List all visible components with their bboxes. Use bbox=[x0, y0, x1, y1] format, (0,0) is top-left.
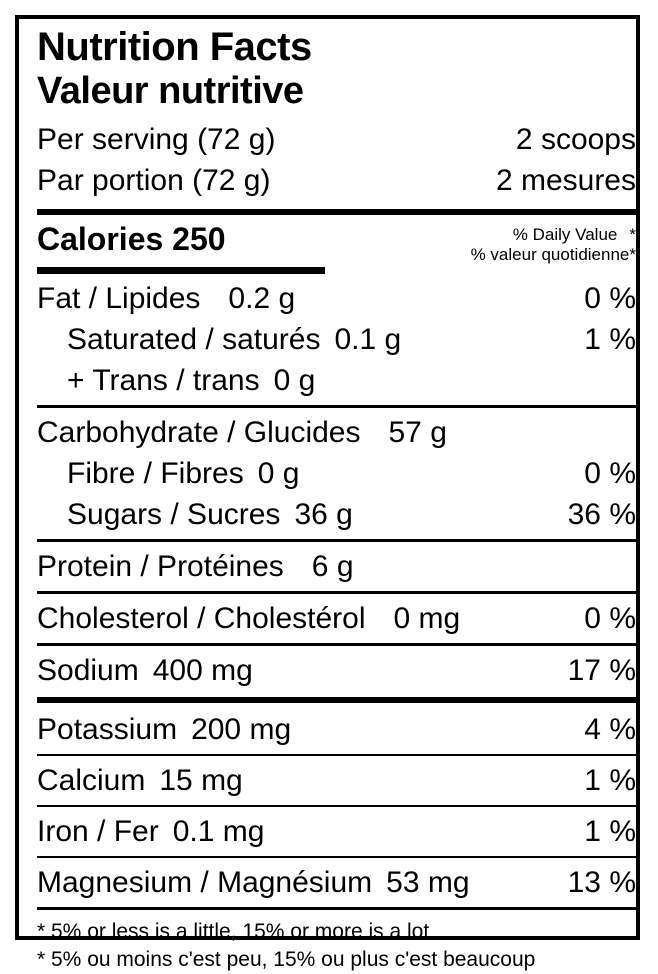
title-english: Nutrition Facts bbox=[37, 25, 312, 69]
daily-value-english-text: % Daily Value bbox=[512, 225, 618, 244]
nutrient-row-saturated: Saturated / saturés 0.1 g 1 % bbox=[37, 319, 636, 360]
nutrient-label-carbohydrate: Carbohydrate / Glucides bbox=[37, 416, 361, 449]
nutrient-label-fat: Fat / Lipides bbox=[37, 282, 201, 315]
nutrient-dv-potassium: 4 % bbox=[584, 713, 636, 746]
nutrient-amount-cholesterol: 0 mg bbox=[393, 602, 461, 635]
serving-value-english: 2 scoops bbox=[515, 123, 636, 156]
nutrient-label-iron: Iron / Fer bbox=[37, 815, 159, 848]
nutrient-dv-fat: 0 % bbox=[584, 282, 636, 315]
nutrient-amount-fibre: 0 g bbox=[257, 457, 300, 490]
divider-above-footnotes bbox=[37, 907, 636, 910]
daily-value-header: % Daily Value * % valeur quotidienne* bbox=[471, 219, 636, 265]
nutrient-dv-calcium: 1 % bbox=[584, 764, 636, 797]
divider-above-calories bbox=[37, 209, 636, 215]
nutrient-name-trans: + Trans / trans 0 g bbox=[67, 360, 315, 401]
nutrient-amount-iron: 0.1 mg bbox=[172, 815, 265, 848]
nutrient-label-protein: Protein / Protéines bbox=[37, 550, 284, 583]
serving-row-french: Par portion (72 g) 2 mesures bbox=[37, 160, 636, 201]
nutrient-amount-carbohydrate: 57 g bbox=[388, 416, 447, 449]
nutrient-name-carbohydrate: Carbohydrate / Glucides 57 g bbox=[37, 412, 447, 453]
nutrient-amount-sugars: 36 g bbox=[294, 498, 353, 531]
nutrient-dv-iron: 1 % bbox=[584, 815, 636, 848]
divider-minerals-section bbox=[37, 697, 636, 703]
nutrient-amount-saturated: 0.1 g bbox=[334, 323, 402, 356]
nutrient-label-trans: + Trans / trans bbox=[67, 364, 260, 397]
nutrient-dv-cholesterol: 0 % bbox=[584, 602, 636, 635]
nutrient-row-potassium: Potassium 200 mg 4 % bbox=[37, 709, 636, 750]
calories-band: Calories 250 % Daily Value * % valeur quo… bbox=[37, 219, 636, 265]
daily-value-french-line: % valeur quotidienne* bbox=[471, 245, 636, 265]
nutrient-label-magnesium: Magnesium / Magnésium bbox=[37, 866, 373, 899]
nutrient-name-sodium: Sodium 400 mg bbox=[37, 650, 253, 691]
nutrient-name-saturated: Saturated / saturés 0.1 g bbox=[67, 319, 401, 360]
title-french: Valeur nutritive bbox=[37, 70, 304, 112]
serving-label-french: Par portion (72 g) bbox=[37, 164, 271, 197]
divider-iron-magnesium bbox=[37, 856, 636, 858]
nutrient-label-sodium: Sodium bbox=[37, 654, 139, 687]
nutrient-amount-trans: 0 g bbox=[273, 364, 316, 397]
nutrient-row-trans: + Trans / trans 0 g bbox=[37, 360, 636, 401]
label-inner: Nutrition Facts Valeur nutritive Per ser… bbox=[37, 25, 636, 971]
nutrient-label-cholesterol: Cholesterol / Cholestérol bbox=[37, 602, 366, 635]
nutrient-row-sugars: Sugars / Sucres 36 g 36 % bbox=[37, 494, 636, 535]
nutrient-amount-protein: 6 g bbox=[311, 550, 354, 583]
nutrient-row-protein: Protein / Protéines 6 g bbox=[37, 546, 636, 587]
serving-value-french: 2 mesures bbox=[495, 164, 636, 197]
divider-protein-cholesterol bbox=[37, 591, 636, 594]
nutrient-name-potassium: Potassium 200 mg bbox=[37, 709, 291, 750]
nutrient-name-calcium: Calcium 15 mg bbox=[37, 760, 243, 801]
nutrient-label-potassium: Potassium bbox=[37, 713, 178, 746]
nutrient-label-fibre: Fibre / Fibres bbox=[67, 457, 244, 490]
nutrient-dv-magnesium: 13 % bbox=[567, 866, 636, 899]
daily-value-french-text: % valeur quotidienne bbox=[470, 245, 630, 264]
nutrient-row-calcium: Calcium 15 mg 1 % bbox=[37, 760, 636, 801]
nutrient-dv-saturated: 1 % bbox=[584, 323, 636, 356]
nutrient-label-saturated: Saturated / saturés bbox=[67, 323, 321, 356]
nutrient-amount-potassium: 200 mg bbox=[191, 713, 292, 746]
daily-value-french-star: * bbox=[629, 245, 636, 264]
divider-under-calories bbox=[37, 267, 325, 274]
nutrient-row-cholesterol: Cholesterol / Cholestérol 0 mg 0 % bbox=[37, 598, 636, 639]
footnote-english: * 5% or less is a little, 15% or more is… bbox=[37, 920, 430, 943]
nutrient-row-sodium: Sodium 400 mg 17 % bbox=[37, 650, 636, 691]
nutrient-name-sugars: Sugars / Sucres 36 g bbox=[67, 494, 353, 535]
nutrient-label-sugars: Sugars / Sucres bbox=[67, 498, 281, 531]
nutrient-row-fibre: Fibre / Fibres 0 g 0 % bbox=[37, 453, 636, 494]
nutrient-dv-sodium: 17 % bbox=[567, 654, 636, 687]
nutrition-facts-label: Nutrition Facts Valeur nutritive Per ser… bbox=[15, 15, 640, 971]
nutrient-dv-sugars: 36 % bbox=[567, 498, 636, 531]
nutrient-name-fat: Fat / Lipides 0.2 g bbox=[37, 278, 295, 319]
nutrient-amount-fat: 0.2 g bbox=[228, 282, 296, 315]
daily-value-english-star: * bbox=[629, 225, 636, 244]
calories-label: Calories 250 bbox=[37, 221, 226, 257]
divider-cholesterol-sodium bbox=[37, 643, 636, 646]
serving-label-english: Per serving (72 g) bbox=[37, 123, 276, 156]
nutrient-amount-magnesium: 53 mg bbox=[386, 866, 470, 899]
nutrient-amount-calcium: 15 mg bbox=[159, 764, 243, 797]
serving-row-english: Per serving (72 g) 2 scoops bbox=[37, 119, 636, 160]
divider-fat-carbohydrate bbox=[37, 405, 636, 408]
nutrient-row-carbohydrate: Carbohydrate / Glucides 57 g bbox=[37, 412, 636, 453]
nutrient-row-fat: Fat / Lipides 0.2 g 0 % bbox=[37, 278, 636, 319]
nutrient-label-calcium: Calcium bbox=[37, 764, 146, 797]
nutrient-amount-sodium: 400 mg bbox=[152, 654, 253, 687]
nutrient-row-iron: Iron / Fer 0.1 mg 1 % bbox=[37, 811, 636, 852]
nutrient-row-magnesium: Magnesium / Magnésium 53 mg 13 % bbox=[37, 862, 636, 903]
daily-value-english-line: % Daily Value * bbox=[471, 225, 636, 245]
nutrient-name-iron: Iron / Fer 0.1 mg bbox=[37, 811, 264, 852]
footnote-french: * 5% ou moins c'est peu, 15% ou plus c'e… bbox=[37, 948, 536, 971]
nutrient-name-cholesterol: Cholesterol / Cholestérol 0 mg bbox=[37, 598, 460, 639]
nutrient-dv-fibre: 0 % bbox=[584, 457, 636, 490]
divider-carbohydrate-protein bbox=[37, 539, 636, 542]
nutrient-name-protein: Protein / Protéines 6 g bbox=[37, 546, 354, 587]
divider-potassium-calcium bbox=[37, 754, 636, 756]
nutrient-name-fibre: Fibre / Fibres 0 g bbox=[67, 453, 299, 494]
nutrient-name-magnesium: Magnesium / Magnésium 53 mg bbox=[37, 862, 470, 903]
divider-calcium-iron bbox=[37, 805, 636, 807]
